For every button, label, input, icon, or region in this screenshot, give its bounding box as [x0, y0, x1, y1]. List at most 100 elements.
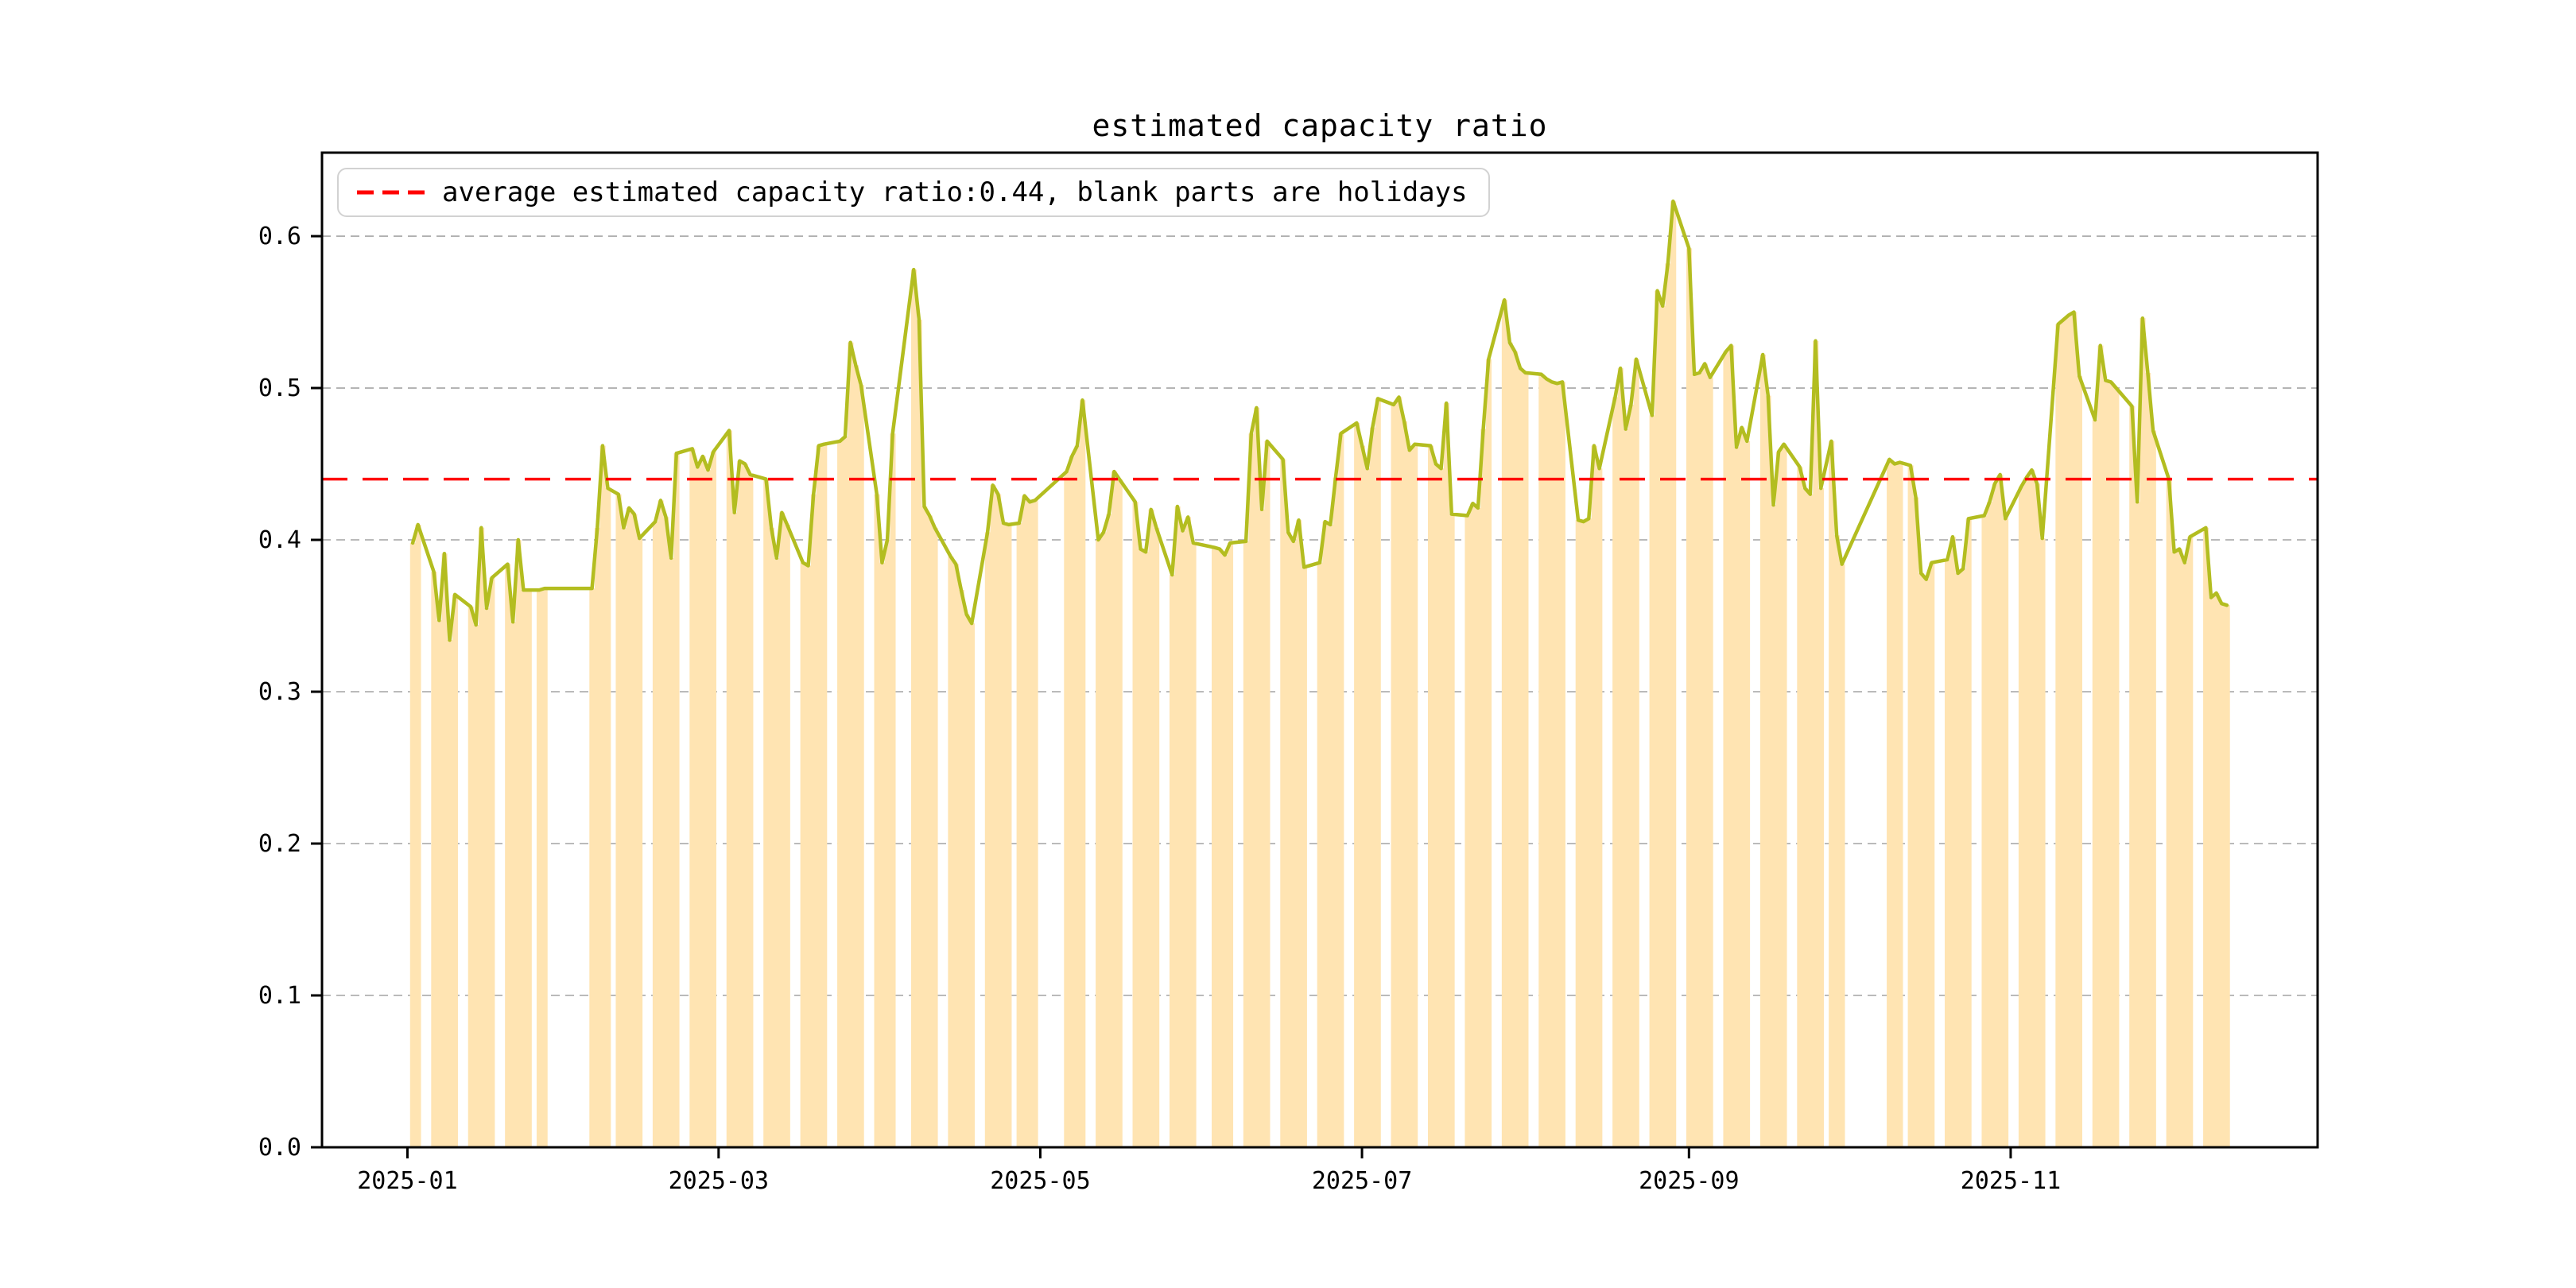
capacity-bar [858, 385, 864, 1147]
capacity-bar [1829, 440, 1835, 1147]
y-tick-label: 0.6 [258, 223, 301, 250]
y-axis: 0.0 0.1 0.2 0.3 0.4 0.5 0.6 [258, 223, 322, 1162]
capacity-bar [1575, 520, 1581, 1147]
capacity-bar [1585, 518, 1593, 1147]
capacity-bar [631, 514, 638, 1147]
y-tick-label: 0.2 [258, 830, 301, 858]
capacity-bar [663, 517, 669, 1147]
capacity-bar [658, 500, 664, 1147]
capacity-bar [1559, 382, 1565, 1148]
capacity-bar [879, 562, 886, 1147]
capacity-bar [1227, 542, 1234, 1147]
capacity-bar [452, 594, 458, 1147]
capacity-bar [2134, 502, 2140, 1147]
capacity-bar [2218, 603, 2225, 1147]
capacity-bar [526, 590, 532, 1147]
capacity-bar [2224, 605, 2230, 1147]
capacity-bar [594, 527, 601, 1147]
capacity-bar [1987, 502, 1993, 1147]
capacity-bar [1433, 464, 1439, 1147]
y-tick-label: 0.4 [258, 526, 301, 554]
capacity-bar [1116, 479, 1123, 1147]
capacity-bar [1248, 433, 1255, 1147]
capacity-bar [1765, 395, 1771, 1148]
capacity-bar [441, 553, 448, 1147]
capacity-bar [1169, 574, 1176, 1147]
capacity-bar [1665, 263, 1671, 1147]
x-tick-label: 2025-01 [357, 1167, 457, 1195]
capacity-bar [2039, 538, 2046, 1147]
capacity-bar [700, 456, 706, 1147]
capacity-bar [689, 448, 696, 1147]
capacity-bar [1222, 555, 1228, 1147]
capacity-bar [821, 444, 828, 1147]
capacity-bar [926, 515, 933, 1147]
capacity-bar [1317, 562, 1323, 1147]
capacity-bar [1100, 532, 1107, 1147]
capacity-bar [1475, 507, 1481, 1147]
capacity-bar [1032, 500, 1038, 1147]
capacity-bar [952, 564, 960, 1147]
capacity-bar [1670, 201, 1677, 1147]
capacity-bar [2145, 372, 2151, 1147]
capacity-bar [1512, 351, 1519, 1147]
capacity-bar [1096, 540, 1102, 1147]
capacity-bar [1543, 378, 1550, 1147]
capacity-bar [1111, 471, 1118, 1147]
capacity-bar [2060, 320, 2067, 1148]
capacity-bar [747, 474, 754, 1147]
capacity-bar [652, 522, 659, 1147]
capacity-bar [705, 470, 712, 1147]
capacity-bar [1391, 405, 1397, 1147]
capacity-bar [1026, 502, 1033, 1147]
capacity-bar [1296, 520, 1302, 1147]
capacity-bar [852, 365, 859, 1148]
capacity-bar [1797, 467, 1803, 1147]
capacity-bar [1649, 415, 1655, 1147]
capacity-bar [2097, 345, 2104, 1147]
capacity-bar [1138, 549, 1144, 1147]
capacity-bar [1501, 300, 1507, 1148]
capacity-ratio-line [410, 199, 2229, 642]
capacity-bar [1887, 459, 1893, 1147]
capacity-bar [1628, 405, 1635, 1147]
capacity-bar [737, 460, 743, 1147]
capacity-bar [409, 542, 416, 1147]
capacity-bar [1132, 502, 1139, 1147]
capacity-bar [1401, 421, 1407, 1147]
capacity-bar [1148, 509, 1154, 1147]
capacity-bar [726, 430, 732, 1147]
capacity-bar [1523, 372, 1529, 1147]
capacity-bar [1359, 445, 1365, 1147]
capacity-bar [1549, 382, 1555, 1148]
capacity-bar [848, 342, 854, 1147]
y-tick-label: 0.1 [258, 982, 301, 1010]
capacity-bar [1443, 403, 1450, 1147]
capacity-bar [842, 436, 848, 1147]
capacity-bar [1438, 468, 1445, 1147]
capacity-bar [467, 607, 474, 1147]
capacity-bar [1243, 541, 1249, 1147]
capacity-bar [1897, 462, 1903, 1147]
capacity-bar [1264, 440, 1271, 1147]
capacity-bar [984, 532, 991, 1147]
capacity-bar [1913, 497, 1919, 1147]
capacity-bar [1016, 523, 1022, 1147]
capacity-bar [1739, 427, 1745, 1147]
capacity-bar [958, 590, 964, 1147]
capacity-bar [1981, 515, 1988, 1147]
capacity-bar [1254, 407, 1260, 1147]
capacity-bar [1449, 514, 1455, 1147]
capacity-bar [1771, 505, 1777, 1147]
capacity-bar [1069, 456, 1076, 1147]
capacity-bar [1701, 363, 1709, 1148]
capacity-bar [2103, 380, 2109, 1148]
capacity-bar [1338, 433, 1344, 1147]
capacity-bar [1006, 524, 1012, 1147]
capacity-bar [916, 320, 922, 1148]
capacity-bar [1406, 450, 1413, 1147]
capacity-bar [2213, 592, 2220, 1147]
capacity-bar [1775, 452, 1782, 1147]
capacity-bar [968, 623, 976, 1147]
capacity-bar [2023, 477, 2030, 1147]
